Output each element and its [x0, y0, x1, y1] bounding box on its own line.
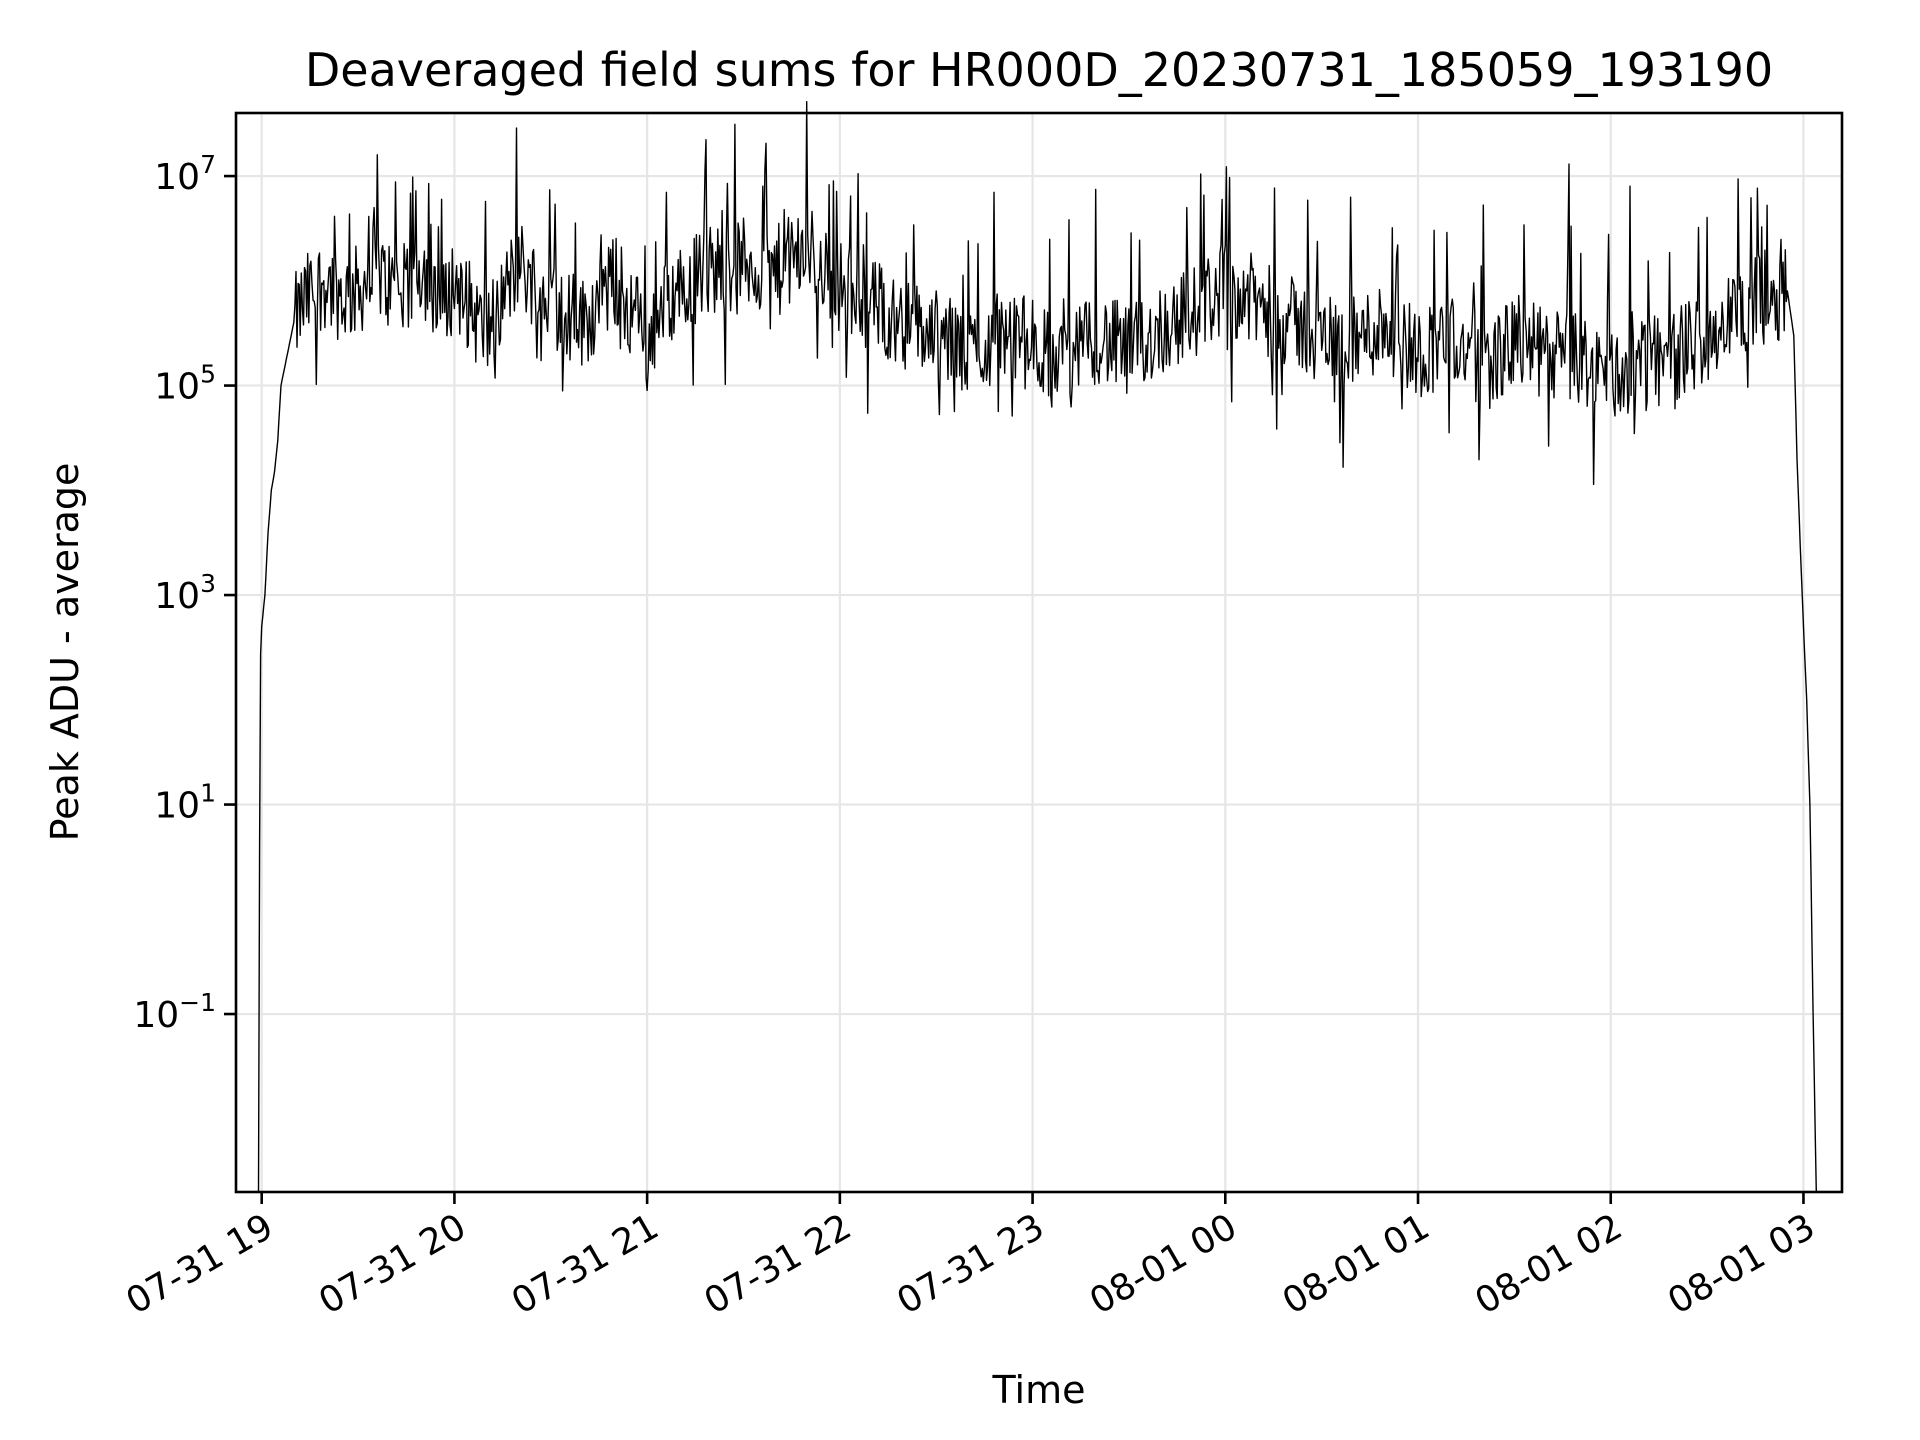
x-tick-label: 08-01 03 [1661, 1206, 1822, 1322]
y-tick-label: 103 [154, 569, 216, 617]
y-tick-label: 105 [154, 360, 216, 408]
series-layer [257, 101, 1817, 1193]
grid-layer [236, 113, 1842, 1192]
y-tick-label: 107 [154, 150, 216, 198]
x-axis-label: Time [992, 1368, 1086, 1412]
y-tick-label: 101 [154, 779, 216, 827]
x-tick-label: 07-31 19 [120, 1206, 281, 1322]
plot-frame [234, 111, 1844, 1194]
x-tick-label: 07-31 21 [505, 1206, 666, 1322]
chart-title: Deaveraged field sums for HR000D_2023073… [305, 43, 1773, 97]
x-tick-label: 07-31 22 [698, 1206, 859, 1322]
series-line [257, 101, 1817, 1193]
x-tick-label: 07-31 20 [312, 1206, 473, 1322]
x-tick-label: 08-01 01 [1276, 1206, 1437, 1322]
x-tick-label: 07-31 23 [890, 1206, 1051, 1322]
y-axis-label: Peak ADU - average [43, 463, 87, 842]
x-tick-label: 08-01 02 [1469, 1206, 1630, 1322]
y-tick-label: 10−1 [133, 988, 216, 1036]
x-tick-label: 08-01 00 [1083, 1206, 1244, 1322]
